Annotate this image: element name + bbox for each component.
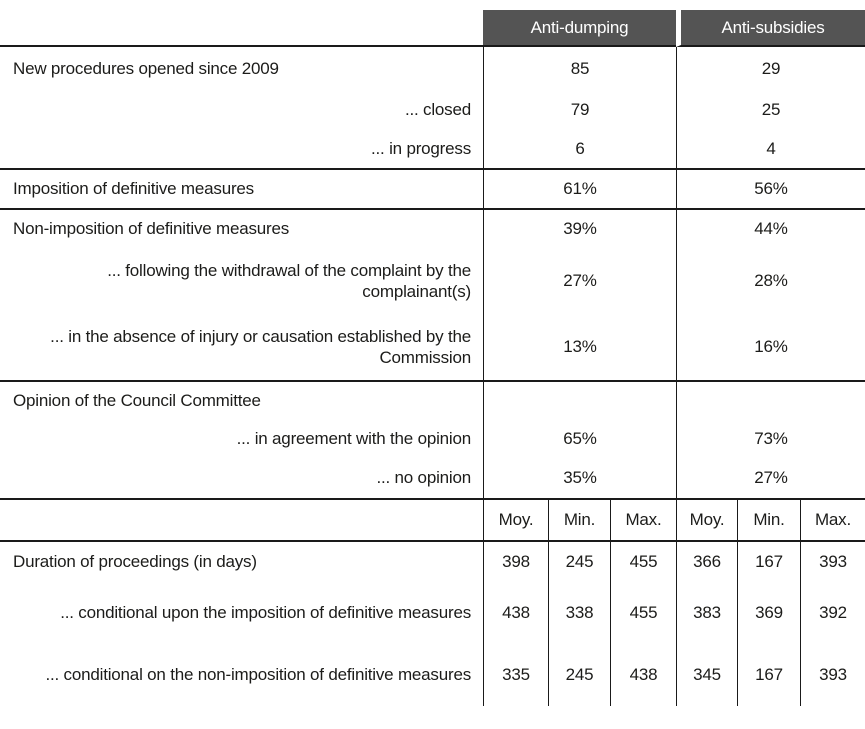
column-header-anti-subsidies: Anti-subsidies [676,10,865,47]
subheader-spacer [0,498,483,540]
subheader-max-anti-subsidies: Max. [800,498,865,540]
value-anti-dumping: 85 [483,47,676,90]
duration-value: 393 [800,540,865,582]
duration-value: 383 [676,582,737,644]
subheader-max-anti-dumping: Max. [610,498,676,540]
row-label-duration: Duration of proceedings (in days) [0,540,483,582]
duration-value: 245 [548,644,610,706]
value-anti-dumping: 61% [483,168,676,208]
value-anti-subsidies: 73% [676,420,865,458]
subheader-min-anti-subsidies: Min. [737,498,800,540]
subheader-min-anti-dumping: Min. [548,498,610,540]
value-anti-subsidies: 56% [676,168,865,208]
row-label-conditional-imposition: ... conditional upon the imposition of d… [60,603,471,623]
value-anti-subsidies: 16% [676,314,865,380]
procedures-statistics-table: Anti-dumping Anti-subsidies New procedur… [0,10,865,706]
duration-value: 338 [548,582,610,644]
duration-value: 438 [610,644,676,706]
duration-value: 455 [610,540,676,582]
duration-value: 438 [483,582,548,644]
row-label-in-progress: ... in progress [371,139,471,159]
value-anti-dumping: 35% [483,458,676,498]
value-anti-subsidies: 27% [676,458,865,498]
duration-value: 245 [548,540,610,582]
value-anti-subsidies: 4 [676,130,865,168]
column-header-anti-dumping: Anti-dumping [483,10,676,47]
value-anti-subsidies [676,380,865,420]
duration-value: 366 [676,540,737,582]
value-anti-dumping: 65% [483,420,676,458]
row-label-conditional-non-imposition: ... conditional on the non-imposition of… [45,665,471,685]
row-label-council-committee: Opinion of the Council Committee [0,380,483,420]
row-label-in-agreement: ... in agreement with the opinion [236,429,472,449]
row-label-imposition: Imposition of definitive measures [0,168,483,208]
duration-value: 455 [610,582,676,644]
value-anti-dumping: 79 [483,90,676,130]
value-anti-dumping: 39% [483,208,676,248]
row-label-new-procedures: New procedures opened since 2009 [13,58,279,78]
value-anti-subsidies: 25 [676,90,865,130]
value-anti-dumping: 6 [483,130,676,168]
duration-value: 398 [483,540,548,582]
row-label-closed: ... closed [404,100,471,120]
value-anti-dumping: 13% [483,314,676,380]
value-anti-subsidies: 44% [676,208,865,248]
row-label-absence-of-injury: ... in the absence of injury or causatio… [50,326,471,367]
duration-value: 167 [737,540,800,582]
value-anti-subsidies: 29 [676,47,865,90]
duration-value: 393 [800,644,865,706]
duration-value: 369 [737,582,800,644]
value-anti-dumping: 27% [483,248,676,314]
duration-value: 392 [800,582,865,644]
value-anti-dumping [483,380,676,420]
subheader-moy-anti-subsidies: Moy. [676,498,737,540]
duration-value: 345 [676,644,737,706]
duration-value: 335 [483,644,548,706]
corner-cell [0,10,483,47]
row-label-no-opinion: ... no opinion [376,468,471,488]
value-anti-subsidies: 28% [676,248,865,314]
duration-value: 167 [737,644,800,706]
row-label-non-imposition: Non-imposition of definitive measures [0,208,483,248]
subheader-moy-anti-dumping: Moy. [483,498,548,540]
row-label-withdrawal: ... following the withdrawal of the comp… [107,260,471,301]
